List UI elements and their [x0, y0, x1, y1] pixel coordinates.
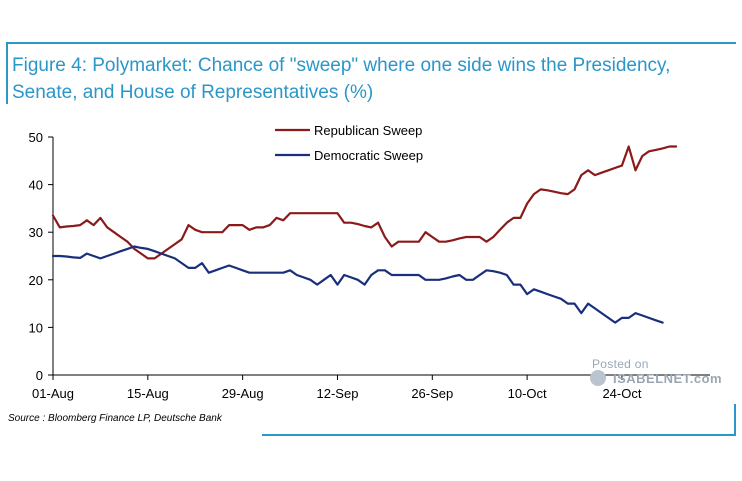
frame-right-border: [734, 404, 736, 436]
frame-bottom-border: [262, 434, 736, 436]
legend-label: Democratic Sweep: [314, 148, 423, 163]
republican-sweep-line: [51, 145, 678, 260]
x-tick-label: 29-Aug: [222, 386, 264, 401]
series-group: [51, 145, 678, 324]
figure-title-line-1: Figure 4: Polymarket: Chance of "sweep" …: [12, 55, 671, 76]
x-tick-label: 01-Aug: [32, 386, 74, 401]
legend-label: Republican Sweep: [314, 123, 422, 138]
x-axis-ticks: 01-Aug 15-Aug 29-Aug 12-Sep 26-Sep 10-Oct 24-O…: [32, 375, 642, 401]
x-tick-label: 12-Sep: [317, 386, 359, 401]
legend: Republican Sweep Democratic Sweep: [275, 123, 423, 163]
figure-title-line-2: Senate, and House of Representatives (%): [12, 82, 374, 103]
x-tick-label: 10-Oct: [508, 386, 547, 401]
source-note: Source : Bloomberg Finance LP, Deutsche …: [8, 413, 222, 424]
y-tick-label: 50: [29, 130, 43, 145]
frame-top-border: [6, 42, 736, 44]
y-tick-label: 30: [29, 225, 43, 240]
democratic-sweep-line: [51, 245, 664, 324]
y-tick-label: 40: [29, 178, 43, 193]
x-tick-label: 26-Sep: [411, 386, 453, 401]
y-tick-label: 0: [36, 368, 43, 383]
y-tick-label: 10: [29, 320, 43, 335]
watermark-posted: Posted on: [592, 357, 649, 371]
figure-title: Figure 4: Polymarket: Chance of "sweep" …: [12, 52, 732, 106]
y-axis-ticks: 0 10 20 30 40 50: [29, 130, 53, 383]
x-tick-label: 15-Aug: [127, 386, 169, 401]
frame-left-border: [6, 42, 8, 104]
watermark-name: ISABELNET.com: [613, 371, 723, 386]
globe-icon: [590, 370, 606, 386]
y-tick-label: 20: [29, 273, 43, 288]
x-tick-label: 24-Oct: [602, 386, 641, 401]
